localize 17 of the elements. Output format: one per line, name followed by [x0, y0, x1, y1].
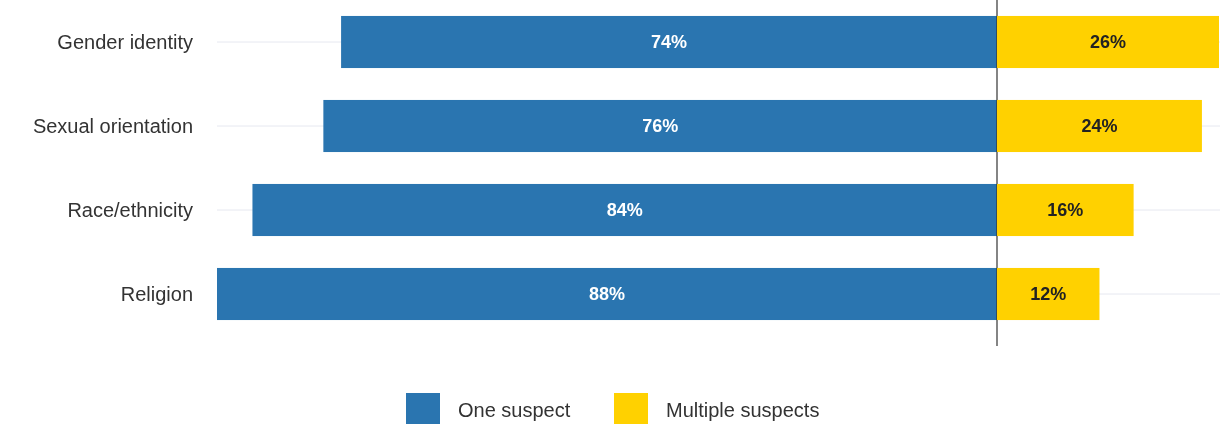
data-label: 16% — [1047, 200, 1084, 221]
y-tick-label: Sexual orientation — [32, 115, 193, 137]
bar — [997, 267, 1100, 321]
data-label: 12% — [1030, 284, 1067, 305]
data-label: 24% — [1081, 116, 1118, 137]
legend-label: Multiple suspects — [666, 399, 820, 421]
data-label: 88% — [588, 284, 626, 305]
y-tick-label: Gender identity — [57, 31, 193, 53]
data-label: 84% — [606, 200, 643, 221]
y-tick-label: Race/ethnicity — [67, 199, 193, 221]
legend-label: One suspect — [458, 399, 571, 421]
data-label: 26% — [1089, 32, 1127, 53]
bar — [997, 183, 1134, 237]
bar — [997, 99, 1202, 153]
data-label: 76% — [642, 116, 679, 137]
data-label: 74% — [651, 32, 688, 53]
y-tick-label: Religion — [120, 283, 193, 305]
